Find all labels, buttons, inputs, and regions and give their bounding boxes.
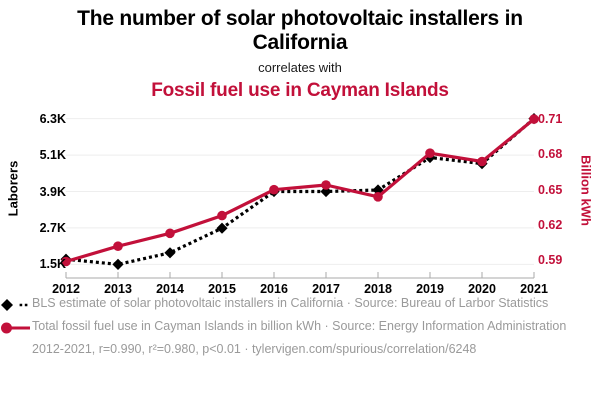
chart-legend: BLS estimate of solar photovoltaic insta… (0, 296, 600, 358)
correlates-with-label: correlates with (258, 60, 342, 75)
data-point (373, 192, 383, 202)
x-axis-tick-label: 2015 (208, 282, 236, 296)
chart-area: Laborers Billion kWh 1.5K 2.7K 3.9K 5.1K 6.3… (0, 103, 600, 296)
series-line (65, 117, 536, 266)
y-axis-right-tick-label: 0.62 (538, 218, 563, 233)
diamond-dotted-marker (0, 296, 32, 312)
chart-titles: The number of solar photovoltaic install… (0, 0, 600, 102)
legend-item-label: Total fossil fuel use in Cayman Islands … (32, 319, 567, 333)
page-title: The number of solar photovoltaic install… (77, 7, 523, 54)
legend-item: Total fossil fuel use in Cayman Islands … (0, 319, 600, 335)
data-point (165, 228, 175, 239)
legend-item: BLS estimate of solar photovoltaic insta… (0, 296, 600, 312)
y-axis-left-tick-label: 5.1K (39, 148, 66, 163)
series-line (64, 117, 536, 264)
x-axis-tick-label: 2017 (312, 282, 340, 296)
data-point (477, 156, 487, 167)
x-axis-tick-label: 2014 (156, 282, 184, 296)
data-point (321, 180, 331, 190)
data-point (217, 210, 227, 221)
x-axis-tick-label: 2020 (468, 282, 496, 296)
x-axis-tick-label: 2021 (520, 282, 548, 296)
circle-solid-marker (0, 319, 32, 335)
plot-svg (60, 113, 540, 279)
page-subtitle: Fossil fuel use in Cayman Islands (151, 80, 449, 101)
x-axis-tick-label: 2012 (52, 282, 80, 296)
y-axis-left-tick-label: 2.7K (39, 220, 66, 235)
y-axis-right-tick-label: 0.59 (538, 253, 563, 268)
y-axis-right-tick-label: 0.71 (538, 112, 563, 127)
data-point (113, 241, 123, 251)
y-axis-left-tick-label: 1.5K (39, 257, 66, 272)
data-point (164, 247, 176, 259)
data-point (269, 184, 279, 195)
x-axis-tick-label: 2018 (364, 282, 392, 296)
data-point (112, 258, 124, 270)
data-point (61, 256, 71, 267)
x-axis-tick-label: 2016 (260, 282, 288, 296)
data-point (529, 114, 539, 124)
data-point (216, 222, 228, 234)
correlation-footer: 2012-2021, r=0.990, r²=0.980, p<0.01 · t… (32, 342, 477, 356)
data-point (425, 148, 435, 158)
y-axis-left-tick-label: 6.3K (39, 111, 66, 126)
y-axis-left-tick-label: 3.9K (39, 184, 66, 199)
x-axis-tick-label: 2019 (416, 282, 444, 296)
y-axis-right-tick-label: 0.68 (538, 147, 563, 162)
y-axis-right-tick-label: 0.65 (538, 182, 563, 197)
x-axis-tick-label: 2013 (104, 282, 132, 296)
legend-item-label: BLS estimate of solar photovoltaic insta… (32, 296, 549, 310)
